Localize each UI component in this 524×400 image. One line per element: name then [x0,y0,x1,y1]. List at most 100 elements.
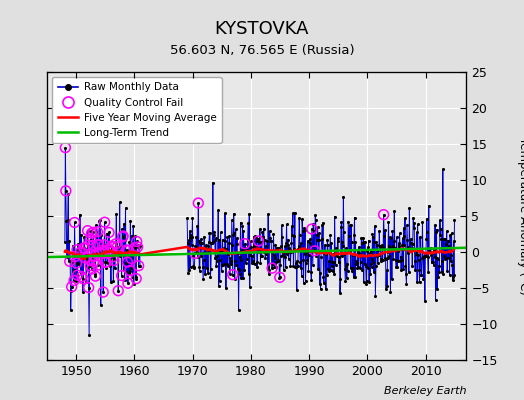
Point [323,272,331,279]
Point [367,248,375,254]
Point [222,246,231,252]
Point [276,274,284,280]
Point [270,252,278,258]
Point [410,224,418,231]
Point [431,222,439,228]
Point [296,259,304,266]
Point [405,205,413,211]
Point [101,259,110,266]
Point [241,245,249,252]
Point [187,241,195,248]
Point [372,238,380,245]
Point [409,215,418,221]
Point [288,223,296,229]
Point [104,247,113,253]
Point [126,267,134,274]
Point [370,223,379,229]
Point [418,219,427,225]
Point [299,280,308,286]
Point [249,260,257,266]
Point [330,259,338,265]
Point [85,332,93,338]
Point [340,251,348,258]
Point [225,240,233,246]
Point [233,235,242,241]
Point [68,284,76,290]
Point [195,268,204,274]
Point [207,240,215,246]
Point [328,258,336,265]
Point [133,238,141,245]
Point [119,233,127,239]
Point [83,228,92,234]
Point [111,265,119,271]
Point [251,233,259,239]
Point [200,257,208,263]
Point [214,282,223,289]
Point [253,238,261,244]
Point [433,255,442,261]
Point [107,243,116,249]
Point [82,279,91,285]
Point [62,218,71,224]
Point [409,240,417,247]
Point [387,235,396,241]
Point [231,276,239,282]
Point [235,253,244,260]
Point [115,249,123,256]
Point [326,266,335,273]
Point [101,219,109,226]
Point [254,238,263,244]
Point [61,144,70,151]
Point [123,247,131,253]
Point [244,220,253,227]
Point [346,264,355,271]
Point [75,261,84,267]
Point [291,209,299,216]
Point [191,250,199,256]
Point [70,219,79,226]
Point [208,240,216,246]
Point [346,248,354,254]
Text: Berkeley Earth: Berkeley Earth [384,386,466,396]
Point [283,242,292,248]
Point [417,248,425,254]
Point [96,302,105,308]
Point [317,254,325,260]
Point [91,271,99,278]
Point [274,257,282,264]
Point [343,260,352,267]
Point [333,253,341,259]
Point [190,264,199,270]
Point [421,250,430,256]
Point [281,243,289,249]
Point [132,276,140,282]
Point [375,228,384,234]
Point [371,293,379,300]
Point [313,224,322,230]
Point [351,214,359,221]
Point [336,276,345,282]
Point [136,263,144,270]
Point [434,274,443,280]
Point [194,200,202,206]
Point [263,238,271,244]
Point [95,242,103,248]
Point [62,188,70,194]
Point [406,246,414,253]
Point [359,235,367,242]
Point [364,237,373,244]
Point [366,260,375,267]
Point [255,249,263,256]
Point [319,220,327,226]
Point [403,222,411,228]
Point [357,240,366,246]
Point [402,271,410,278]
Point [129,222,137,229]
Point [203,246,211,252]
Point [316,270,324,276]
Point [320,280,328,286]
Point [92,222,101,228]
Point [304,238,312,244]
Point [336,290,344,297]
